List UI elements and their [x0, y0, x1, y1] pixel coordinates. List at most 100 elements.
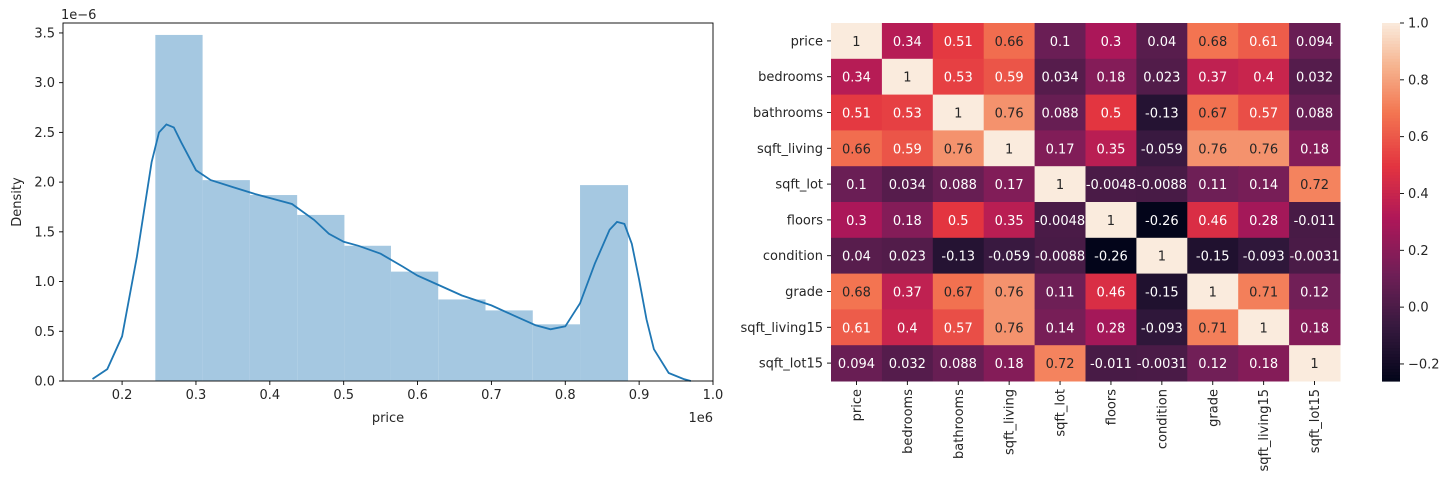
heatmap-cell-value: 1 — [1260, 321, 1268, 336]
heatmap-cell — [1085, 309, 1137, 346]
row-label: sqft_lot — [775, 178, 823, 193]
colorbar-segment — [1382, 288, 1400, 293]
heatmap-cell — [1289, 166, 1341, 203]
colorbar-segment — [1382, 157, 1400, 161]
colorbar-segment — [1382, 315, 1400, 319]
colorbar-segment — [1382, 202, 1400, 206]
correlation-heatmap: 1 0.34 0.51 0.66 0.1 0.3 0.04 0.68 0.61 0.0940.34… — [740, 17, 1439, 472]
colorbar-segment — [1382, 181, 1400, 185]
colorbar-segment — [1382, 172, 1400, 176]
heatmap-cell — [1136, 273, 1188, 310]
colorbar-segment — [1382, 255, 1400, 260]
heatmap-cell — [1034, 202, 1086, 239]
heatmap-cell — [932, 202, 985, 239]
heatmap-cells — [831, 23, 1341, 382]
heatmap-cell — [1238, 94, 1290, 131]
heatmap-cell-value: 0.1 — [846, 178, 867, 193]
heatmap-cell-value: 0.61 — [1249, 35, 1278, 50]
colorbar-segment — [1382, 40, 1400, 45]
heatmap-cell-value: 0.72 — [1046, 357, 1075, 372]
column-label: condition — [1155, 389, 1170, 449]
heatmap-cell-value: 0.71 — [1249, 286, 1278, 301]
heatmap-cell — [1034, 130, 1086, 167]
colorbar-segment — [1382, 363, 1400, 367]
colorbar-segment — [1382, 282, 1400, 287]
heatmap-cell-value: 0.14 — [1249, 178, 1278, 193]
colorbar-segment — [1382, 154, 1400, 158]
colorbar-segment — [1382, 345, 1400, 349]
row-label: condition — [763, 249, 823, 264]
heatmap-cell-value: 0.3 — [846, 214, 867, 229]
heatmap-cell-value: 0.18 — [893, 214, 922, 229]
y-tick-label: 3.0 — [34, 76, 55, 91]
heatmap-cell-value: -0.13 — [1145, 107, 1179, 122]
heatmap-cell — [1136, 345, 1188, 382]
heatmap-row-labels: price bedrooms bathrooms sqft_living sqft_lo… — [740, 34, 831, 372]
heatmap-annotations: 1 0.34 0.51 0.66 0.1 0.3 0.04 0.68 0.61 0.0940.34… — [838, 35, 1340, 372]
heatmap-cell-value: 0.35 — [1096, 142, 1125, 157]
colorbar-segment — [1382, 73, 1400, 78]
heatmap-cell — [1187, 345, 1239, 382]
heatmap-cell-value: 0.35 — [995, 214, 1024, 229]
heatmap-cell — [1187, 130, 1239, 167]
heatmap-cell — [983, 166, 1036, 203]
x-offset-label: 1e6 — [688, 411, 713, 426]
colorbar-segment — [1382, 366, 1400, 370]
heatmap-cell — [932, 58, 985, 96]
heatmap-cell — [1136, 58, 1188, 96]
heatmap-cell-value: 0.094 — [1296, 35, 1333, 50]
heatmap-cell-value: 1 — [1005, 142, 1013, 157]
colorbar-segment — [1382, 276, 1400, 281]
heatmap-cell-value: 0.034 — [1041, 71, 1078, 86]
heatmap-cell-value: 0.37 — [893, 286, 922, 301]
heatmap-cell-value: -0.0048 — [1035, 214, 1085, 229]
heatmap-cell-value: -0.0031 — [1289, 250, 1339, 265]
heatmap-cell — [1187, 166, 1239, 203]
heatmap-cell — [1238, 166, 1290, 203]
heatmap-cell-value: 0.17 — [995, 178, 1024, 193]
heatmap-cell-value: -0.13 — [941, 250, 975, 265]
colorbar-segment — [1382, 43, 1400, 48]
heatmap-cell — [1034, 237, 1086, 275]
heatmap-cell-value: 0.51 — [842, 107, 871, 122]
colorbar-segment — [1382, 64, 1400, 69]
colorbar-segment — [1382, 88, 1400, 93]
x-tick-label: 0.2 — [112, 388, 133, 403]
heatmap-cell-value: -0.0088 — [1137, 178, 1187, 193]
y-tick-label: 2.5 — [34, 126, 55, 141]
heatmap-cell — [881, 345, 934, 382]
heatmap-cell — [1085, 273, 1137, 310]
colorbar-segment — [1382, 369, 1400, 373]
colorbar-segment — [1382, 58, 1400, 63]
heatmap-cell — [1136, 130, 1188, 167]
colorbar-segment — [1382, 291, 1400, 296]
colorbar-segment — [1382, 273, 1400, 278]
colorbar-segment — [1382, 348, 1400, 352]
heatmap-cell — [932, 23, 985, 60]
heatmap-cell-value: 0.53 — [944, 71, 973, 86]
heatmap-cell-value: -0.0048 — [1086, 178, 1136, 193]
colorbar-segment — [1382, 76, 1400, 81]
heatmap-cell-value: 0.37 — [1198, 71, 1227, 86]
heatmap-cell — [983, 23, 1036, 60]
colorbar-segment — [1382, 136, 1400, 140]
heatmap-cell — [1034, 58, 1086, 96]
y-tick-label: 0.5 — [34, 325, 55, 340]
colorbar-segment — [1382, 46, 1400, 51]
colorbar-segment — [1382, 297, 1400, 302]
heatmap-cell-value: 0.34 — [842, 71, 871, 86]
histogram-bar — [155, 34, 203, 381]
heatmap-cell — [1289, 94, 1341, 131]
heatmap-cell-value: -0.059 — [988, 250, 1030, 265]
heatmap-cell — [983, 130, 1036, 167]
heatmap-cell-value: 0.04 — [842, 250, 871, 265]
heatmap-cell-value: 1 — [954, 107, 962, 122]
colorbar-segment — [1382, 118, 1400, 123]
heatmap-cell-value: 0.11 — [1046, 286, 1075, 301]
heatmap-cell-value: 0.5 — [948, 214, 969, 229]
heatmap-cell — [1034, 94, 1086, 131]
row-label: sqft_lot15 — [759, 357, 823, 372]
x-axis-label: price — [372, 411, 404, 426]
heatmap-cell — [1034, 309, 1086, 346]
